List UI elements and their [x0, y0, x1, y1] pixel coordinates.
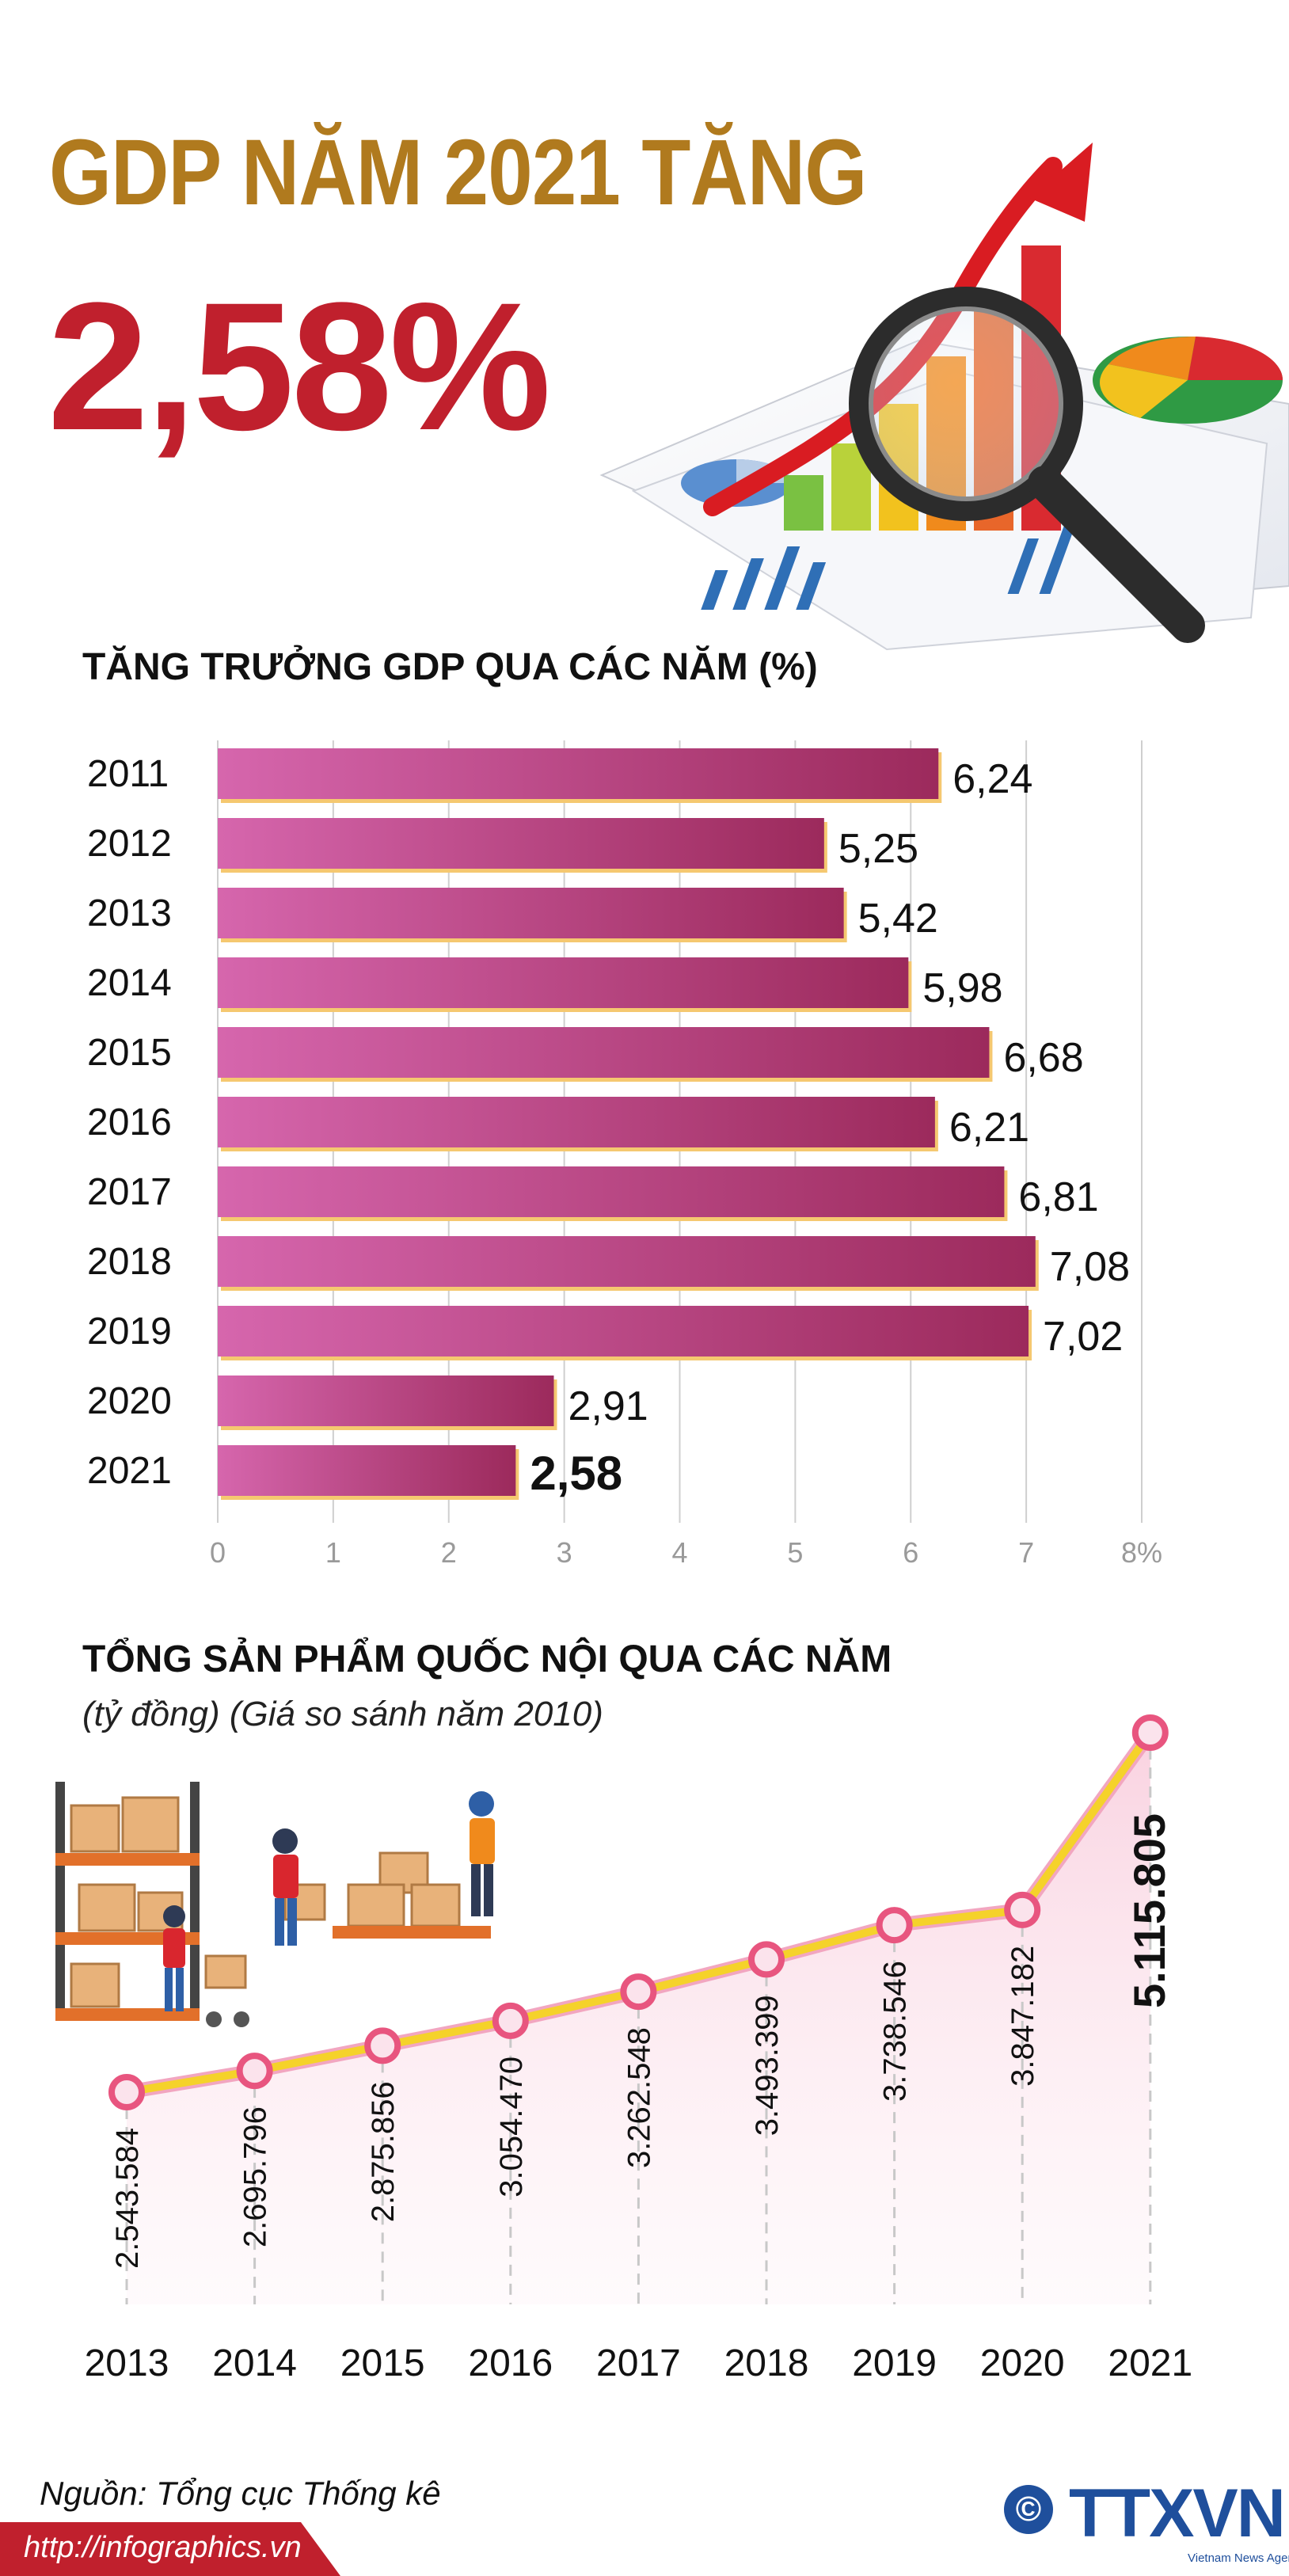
- line-point-2021: [1131, 1714, 1169, 1751]
- worker-with-hand-truck: [163, 1905, 249, 2027]
- line-value-label: 3.847.182: [1006, 1946, 1040, 2087]
- bar-x-tick-label: 6: [903, 1536, 918, 1569]
- bar-value-label: 2,91: [568, 1383, 648, 1429]
- bar-chart-title: TĂNG TRƯỞNG GDP QUA CÁC NĂM (%): [82, 646, 818, 688]
- bar-x-tick-label: 0: [210, 1536, 226, 1569]
- bar-2019: [218, 1306, 1029, 1356]
- line-point-2018: [748, 1941, 785, 1978]
- bar-category-label: 2012: [87, 823, 172, 865]
- line-point-2013: [108, 2074, 145, 2110]
- line-value-label: 2.543.584: [110, 2128, 145, 2269]
- line-x-label: 2013: [85, 2342, 169, 2384]
- line-value-label: 3.738.546: [878, 1961, 913, 2102]
- bar-2020: [218, 1376, 554, 1426]
- bar-category-label: 2020: [87, 1380, 172, 1422]
- line-x-label: 2014: [212, 2342, 297, 2384]
- worker-figure-1: [272, 1828, 298, 1946]
- bar-category-label: 2019: [87, 1311, 172, 1353]
- bar-x-tick-label: 2: [441, 1536, 457, 1569]
- bar-category-label: 2021: [87, 1450, 172, 1492]
- copyright-icon: ©: [1004, 2485, 1053, 2534]
- line-point-2020: [1004, 1891, 1041, 1928]
- warehouse-workers-illustration: [55, 1782, 495, 2027]
- line-point-2014: [236, 2053, 273, 2090]
- bar-category-label: 2011: [87, 753, 169, 795]
- line-value-label: 2.695.796: [238, 2106, 273, 2247]
- bar-value-label: 6,24: [952, 756, 1032, 802]
- bar-x-tick-label: 4: [671, 1536, 687, 1569]
- pie-chart-3d: [1093, 337, 1283, 424]
- bar-2021: [218, 1445, 516, 1496]
- line-value-label: 3.054.470: [494, 2057, 529, 2197]
- storage-shelf: [55, 1782, 200, 2021]
- bar-value-label: 7,02: [1043, 1314, 1123, 1360]
- bar-x-tick-label: 8%: [1121, 1536, 1162, 1569]
- bar-category-label: 2014: [87, 962, 172, 1004]
- hero-illustration: [599, 143, 1289, 651]
- bar-category-label: 2017: [87, 1171, 172, 1213]
- paper-blue-bars: [701, 523, 1077, 610]
- line-value-label: 3.262.548: [622, 2027, 656, 2168]
- line-point-2017: [620, 1973, 657, 2011]
- footer-url-band: [0, 2522, 340, 2576]
- line-x-label: 2019: [852, 2342, 937, 2384]
- footer-url-link[interactable]: http://infographics.vn: [24, 2531, 302, 2564]
- line-x-label: 2016: [468, 2342, 553, 2384]
- line-chart-subtitle: (tỷ đồng) (Giá so sánh năm 2010): [82, 1695, 603, 1733]
- bar-2012: [218, 818, 824, 869]
- bar-value-label: 5,98: [922, 965, 1002, 1011]
- line-value-label: 2.875.856: [366, 2081, 401, 2222]
- bar-x-tick-label: 7: [1018, 1536, 1034, 1569]
- bar-category-label: 2013: [87, 892, 172, 934]
- bar-2011: [218, 748, 939, 799]
- bar-value-label: 6,81: [1018, 1174, 1098, 1220]
- bar-value-label: 7,08: [1050, 1244, 1130, 1290]
- bar-value-label: 5,42: [858, 896, 938, 942]
- pallet: [333, 1926, 491, 1939]
- line-x-label: 2021: [1108, 2342, 1192, 2384]
- line-point-2019: [876, 1907, 913, 1944]
- line-point-2015: [364, 2027, 401, 2064]
- line-chart: 2.543.584 2.695.796 2.875.856 3.054.470 3.26…: [85, 1714, 1192, 2384]
- ttxvn-logo-subtitle: Vietnam News Agency: [1188, 2551, 1289, 2565]
- bar-value-label: 6,21: [949, 1105, 1029, 1151]
- bar-category-label: 2018: [87, 1241, 172, 1283]
- line-x-label: 2017: [596, 2342, 681, 2384]
- bar-2014: [218, 957, 909, 1008]
- bar-2018: [218, 1236, 1036, 1287]
- bar-category-label: 2015: [87, 1032, 172, 1074]
- bar-category-label: 2016: [87, 1102, 172, 1143]
- bar-value-label: 2,58: [530, 1447, 622, 1500]
- bar-value-label: 6,68: [1003, 1035, 1083, 1081]
- line-point-2016: [492, 2002, 529, 2039]
- source-note: Nguồn: Tổng cục Thống kê: [40, 2475, 441, 2512]
- bar-2015: [218, 1027, 990, 1078]
- line-value-label: 5.115.805: [1124, 1813, 1174, 2008]
- line-x-label: 2020: [980, 2342, 1065, 2384]
- line-value-label: 3.493.399: [750, 1995, 785, 2136]
- bar-value-label: 5,25: [838, 826, 918, 872]
- ttxvn-logo: TTXVN: [1069, 2475, 1286, 2551]
- bar-2013: [218, 888, 844, 938]
- magnifier-icon: [849, 287, 1205, 643]
- bar-x-tick-label: 5: [787, 1536, 803, 1569]
- bar-2017: [218, 1166, 1005, 1217]
- worker-figure-2: [469, 1791, 495, 1916]
- line-chart-title: TỔNG SẢN PHẨM QUỐC NỘI QUA CÁC NĂM: [82, 1638, 892, 1680]
- line-x-label: 2015: [340, 2342, 425, 2384]
- bar-x-tick-label: 1: [325, 1536, 341, 1569]
- bar-x-tick-label: 3: [557, 1536, 572, 1569]
- bar-2016: [218, 1097, 935, 1147]
- headline: GDP NĂM 2021 TĂNG: [49, 120, 867, 225]
- headline-growth-number: 2,58%: [48, 264, 551, 468]
- line-x-label: 2018: [724, 2342, 809, 2384]
